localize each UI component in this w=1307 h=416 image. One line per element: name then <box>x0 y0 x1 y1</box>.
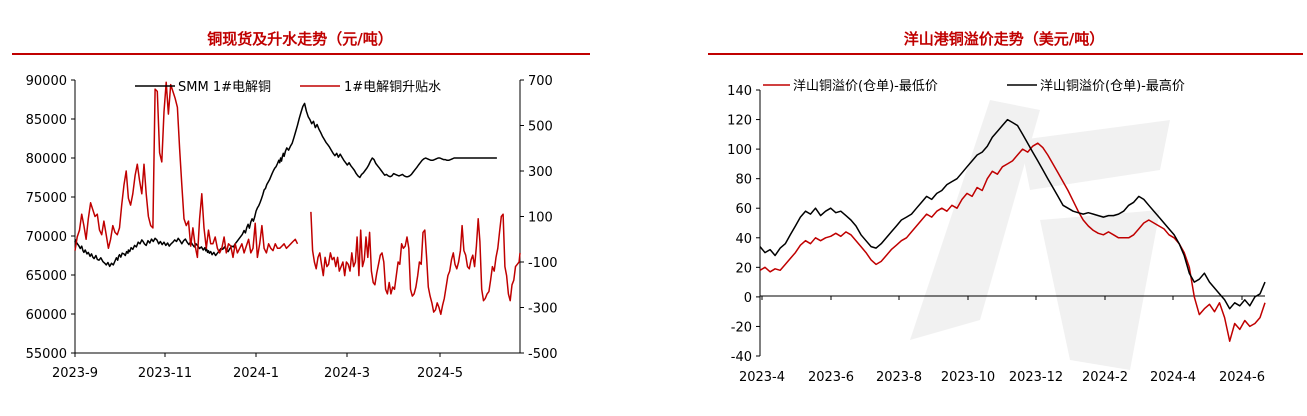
right-y-tick-label: -40 <box>731 350 752 365</box>
left-chart-title: 铜现货及升水走势（元/吨） <box>207 30 393 48</box>
left-y-left-tick-label: 55000 <box>26 347 67 362</box>
left-y-right-axis: 700 500 300 100 -100 -300 -500 <box>520 74 558 362</box>
right-y-tick-label: 80 <box>735 173 752 188</box>
right-x-tick-label: 2023-12 <box>1009 370 1063 385</box>
right-x-tick-label: 2023-4 <box>739 370 785 385</box>
right-x-tick-label: 2023-10 <box>941 370 995 385</box>
left-series-line-1 <box>74 81 299 259</box>
left-series-group <box>74 81 521 316</box>
left-x-tick-label: 2024-1 <box>233 366 279 381</box>
right-series-line-1 <box>759 118 1266 310</box>
right-x-tick-label: 2024-2 <box>1082 370 1128 385</box>
left-y-right-tick-label: 100 <box>528 211 553 226</box>
right-x-tick-label: 2023-6 <box>808 370 854 385</box>
right-plot-frame <box>759 90 1265 356</box>
left-series-line-0 <box>74 102 497 268</box>
left-legend: SMM 1#电解铜 1#电解铜升贴水 <box>135 80 441 95</box>
left-y-left-tick-label: 75000 <box>26 191 67 206</box>
left-y-left-tick-label: 60000 <box>26 308 67 323</box>
right-x-tick-label: 2023-8 <box>876 370 922 385</box>
left-x-axis: 2023-9 2023-11 2024-1 2024-3 2024-5 <box>52 353 463 381</box>
left-x-tick-label: 2023-11 <box>138 366 192 381</box>
right-y-axis: 140 120 100 80 60 40 20 0 -20 -40 <box>727 84 760 365</box>
right-x-axis: 2023-4 2023-6 2023-8 2023-10 2023-12 2024-2 20… <box>739 296 1265 385</box>
left-y-left-tick-label: 85000 <box>26 113 67 128</box>
right-series-line-0 <box>759 142 1266 342</box>
left-chart: 90000 85000 80000 75000 70000 65000 60000 55000… <box>26 74 558 381</box>
left-y-left-tick-label: 90000 <box>26 74 67 89</box>
right-y-tick-label: 120 <box>727 114 752 129</box>
left-legend-label-1: 1#电解铜升贴水 <box>344 80 441 95</box>
right-chart-title: 洋山港铜溢价走势（美元/吨） <box>903 30 1105 48</box>
right-y-tick-label: 100 <box>727 143 752 158</box>
left-y-right-tick-label: 500 <box>528 120 553 135</box>
left-x-tick-label: 2023-9 <box>52 366 98 381</box>
right-y-tick-label: 60 <box>735 202 752 217</box>
right-y-tick-label: 40 <box>735 232 752 247</box>
right-x-tick-label: 2024-4 <box>1150 370 1196 385</box>
left-chart-title-rule <box>12 53 590 55</box>
left-y-right-tick-label: 300 <box>528 165 553 180</box>
left-legend-label-0: SMM 1#电解铜 <box>178 80 271 95</box>
right-y-tick-label: 0 <box>744 291 752 306</box>
left-y-left-axis: 90000 85000 80000 75000 70000 65000 60000 55000 <box>26 74 75 362</box>
left-series-line-2 <box>310 211 521 316</box>
left-y-right-tick-label: -100 <box>528 256 558 271</box>
left-x-tick-label: 2024-5 <box>417 366 463 381</box>
right-legend-label-1: 洋山铜溢价(仓单)-最高价 <box>1040 78 1185 94</box>
left-x-tick-label: 2024-3 <box>324 366 370 381</box>
left-y-right-tick-label: -300 <box>528 302 558 317</box>
right-legend-label-0: 洋山铜溢价(仓单)-最低价 <box>793 79 938 94</box>
right-y-tick-label: 20 <box>735 261 752 276</box>
left-y-left-tick-label: 80000 <box>26 152 67 167</box>
right-chart-title-rule <box>708 53 1303 55</box>
right-legend: 洋山铜溢价(仓单)-最低价 洋山铜溢价(仓单)-最高价 <box>763 78 1185 94</box>
right-series-group <box>759 118 1266 342</box>
left-y-right-tick-label: -500 <box>528 347 558 362</box>
right-y-tick-label: 140 <box>727 84 752 99</box>
left-y-left-tick-label: 65000 <box>26 269 67 284</box>
right-x-tick-label: 2024-6 <box>1219 370 1265 385</box>
left-y-right-tick-label: 700 <box>528 74 553 89</box>
left-y-left-tick-label: 70000 <box>26 230 67 245</box>
right-y-tick-label: -20 <box>731 320 752 335</box>
